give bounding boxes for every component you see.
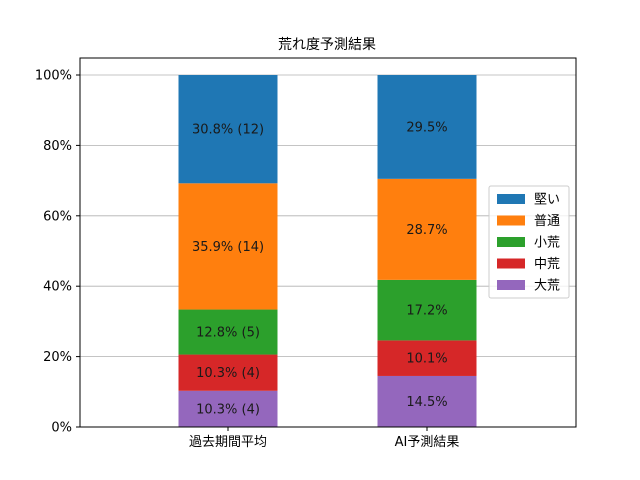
segment-label: 12.8% (5) bbox=[196, 326, 260, 341]
bar-segment bbox=[377, 375, 477, 427]
segment-labels: 10.3% (4) 10.3% (4) 12.8% (5) 35.9% (14) 30.… bbox=[192, 120, 448, 417]
segment-label: 35.9% (14) bbox=[192, 240, 264, 255]
legend-label: 普通 bbox=[534, 214, 560, 229]
bars bbox=[178, 75, 477, 427]
legend-label: 中荒 bbox=[534, 257, 560, 272]
y-tick-label: 0% bbox=[51, 421, 72, 436]
x-tick-label: AI予測結果 bbox=[395, 435, 460, 450]
y-tick-label: 20% bbox=[43, 350, 72, 365]
legend-box bbox=[488, 185, 570, 299]
y-tick-label: 40% bbox=[43, 280, 72, 295]
legend-label: 堅い bbox=[534, 193, 560, 208]
bar-segment bbox=[178, 354, 278, 391]
segment-label: 28.7% bbox=[406, 223, 447, 238]
legend-label: 小荒 bbox=[534, 236, 560, 251]
segment-label: 10.3% (4) bbox=[196, 402, 260, 417]
bar-segment bbox=[377, 340, 477, 376]
bar-segment bbox=[377, 178, 477, 280]
y-tick-label: 100% bbox=[35, 69, 72, 84]
y-tick-label: 60% bbox=[43, 209, 72, 224]
segment-label: 30.8% (12) bbox=[192, 123, 264, 138]
legend-swatch bbox=[497, 215, 525, 226]
segment-label: 17.2% bbox=[406, 304, 447, 319]
bar-segment bbox=[178, 183, 278, 310]
segment-label: 14.5% bbox=[406, 395, 447, 410]
segment-label: 10.1% bbox=[406, 352, 447, 367]
bar-segment bbox=[178, 390, 278, 427]
bar-segment bbox=[178, 309, 278, 355]
plot-frame bbox=[79, 57, 577, 428]
legend-swatch bbox=[497, 258, 525, 269]
segment-label: 29.5% bbox=[406, 120, 447, 135]
bar-segment bbox=[178, 75, 278, 184]
segment-label: 10.3% (4) bbox=[196, 366, 260, 381]
bar-segment bbox=[377, 75, 477, 179]
y-axis: 0% 20% 40% 60% 80% 100% bbox=[35, 69, 80, 436]
bar-segment bbox=[377, 279, 477, 341]
y-tick-label: 80% bbox=[43, 139, 72, 154]
legend-swatch bbox=[497, 194, 525, 204]
x-tick-label: 過去期間平均 bbox=[189, 435, 267, 450]
legend-swatch bbox=[497, 280, 525, 290]
legend-swatch bbox=[497, 237, 525, 247]
chart-title: 荒れ度予測結果 bbox=[278, 37, 376, 53]
legend-label: 大荒 bbox=[534, 279, 560, 294]
x-axis: 過去期間平均 AI予測結果 bbox=[189, 427, 459, 450]
